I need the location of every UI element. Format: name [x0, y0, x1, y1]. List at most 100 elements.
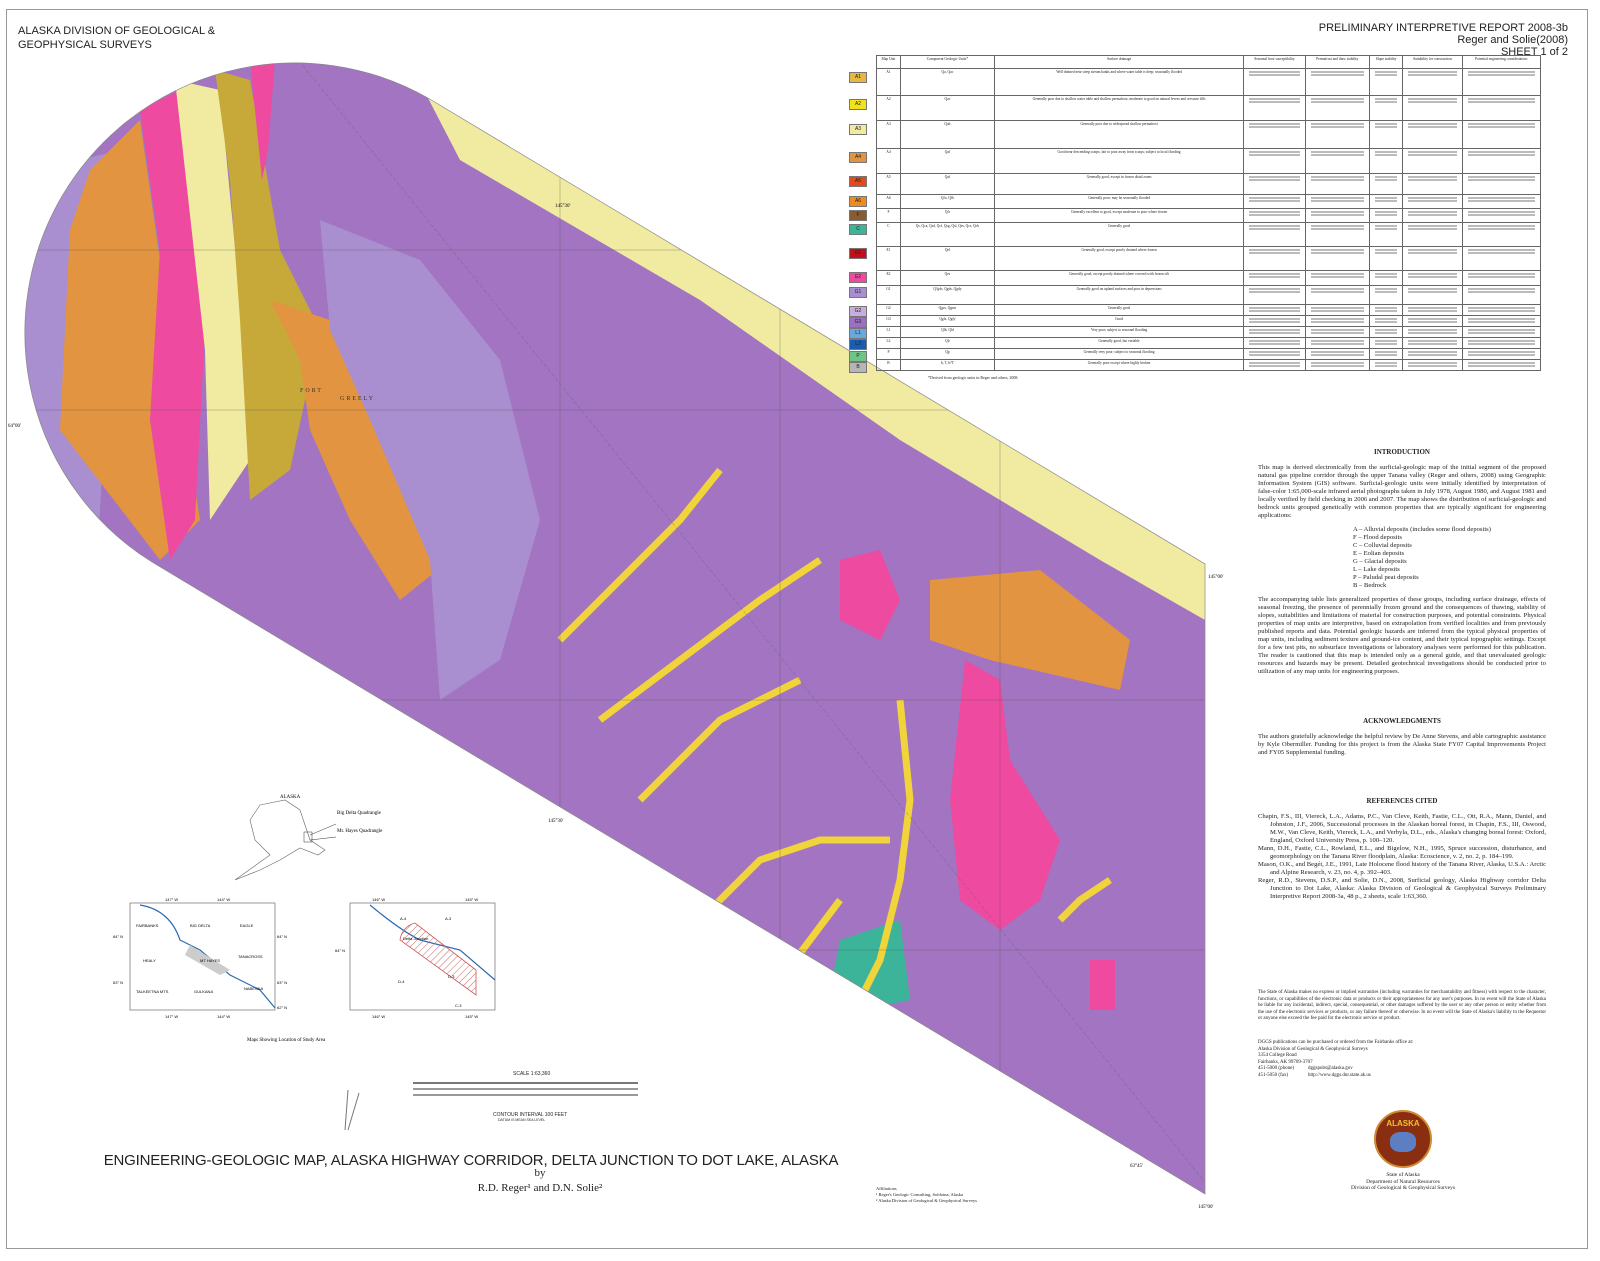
seal-emblem-icon — [1390, 1132, 1416, 1152]
cell-text-lines — [1461, 222, 1542, 247]
location-insets: ALASKA Big Delta Quadrangle Mt. Hayes Qu… — [113, 795, 496, 1043]
agency-name: ALASKA DIVISION OF GEOLOGICAL & GEOPHYSI… — [18, 25, 216, 51]
cell-text-lines — [1304, 285, 1370, 305]
table-header: Surface drainage — [993, 55, 1245, 69]
swatch-e1: E1 — [849, 248, 867, 259]
contour-interval: CONTOUR INTERVAL 100 FEET — [493, 1112, 568, 1118]
cell-text-lines — [1304, 337, 1370, 349]
table-header: Potential engineering considerations — [1461, 55, 1542, 69]
svg-text:145° W: 145° W — [465, 897, 478, 902]
cell-text-lines — [1243, 246, 1306, 271]
cell-components: Qfo, Qfh — [899, 194, 995, 209]
unit-a2-streams — [557, 467, 1112, 1002]
cell-text-lines — [1304, 304, 1370, 316]
cell-text-lines — [1368, 246, 1404, 271]
cell-unit: E1 — [876, 246, 901, 271]
swatch-b: B — [849, 362, 867, 373]
svg-text:145° W: 145° W — [465, 1014, 478, 1019]
cell-text-lines — [1368, 337, 1404, 349]
svg-text:NABESNA: NABESNA — [244, 986, 263, 991]
table-row: L1 Qlb, Qld Very poor; subject to seasonal… — [876, 326, 1542, 338]
unit-e2-blob3 — [1090, 960, 1115, 1010]
table-row: E1 Qel Generally good, except poorly drain… — [876, 246, 1542, 271]
cell-components: Qa, Qac — [899, 68, 995, 96]
svg-text:64° N: 64° N — [277, 934, 287, 939]
cell-unit: A1 — [876, 68, 901, 96]
report-number: PRELIMINARY INTERPRETIVE REPORT 2008-3b — [1318, 22, 1568, 34]
cell-text-lines — [1461, 194, 1542, 209]
website-link[interactable]: http://www.dggs.dnr.state.ak.us — [1308, 1072, 1371, 1078]
svg-text:144° W: 144° W — [217, 1014, 230, 1019]
phone: 451-5000 (phone) — [1258, 1066, 1294, 1071]
cell-text-lines — [1243, 173, 1306, 195]
cell-components: Qac — [899, 95, 995, 121]
intro-paragraph-1: This map is derived electronically from … — [1258, 464, 1546, 519]
cell-text-lines — [1402, 68, 1463, 96]
cell-drainage: Generally good, but variable — [993, 337, 1245, 349]
svg-text:FAIRBANKS: FAIRBANKS — [136, 923, 159, 928]
table-row: A5 Qaf Generally good, except in frozen di… — [876, 173, 1542, 195]
fax: 451-5050 (fax) — [1258, 1072, 1289, 1078]
seal-caption: State of Alaska Department of Natural Re… — [1320, 1172, 1486, 1192]
cell-drainage: Generally good, except poorly drained wh… — [993, 270, 1245, 286]
cell-text-lines — [1243, 194, 1306, 209]
cell-components: Qgrx, Qgmr — [899, 304, 995, 316]
unit-group: E – Eolian deposits — [1353, 550, 1405, 557]
cell-text-lines — [1304, 173, 1370, 195]
svg-text:C-3: C-3 — [455, 1003, 462, 1008]
ordering-info: DGGS publications can be purchased or or… — [1258, 1040, 1546, 1079]
cell-text-lines — [1368, 285, 1404, 305]
title-by: by — [534, 1167, 546, 1179]
cell-text-lines — [1461, 68, 1542, 96]
cell-components: Qlb, Qld — [899, 326, 995, 338]
table-row: G2 Qgrx, Qgmr Generally good — [876, 304, 1542, 316]
svg-text:GULKANA: GULKANA — [194, 989, 213, 994]
north-arrow-icon — [344, 1089, 360, 1131]
cell-text-lines — [1402, 304, 1463, 316]
cell-unit: L1 — [876, 326, 901, 338]
intro-paragraph-2: The accompanying table lists generalized… — [1258, 596, 1546, 675]
svg-text:144° W: 144° W — [217, 897, 230, 902]
email-link[interactable]: dggspubs@alaska.gov — [1308, 1066, 1353, 1071]
cell-text-lines — [1402, 359, 1463, 371]
cell-text-lines — [1243, 337, 1306, 349]
table-row: E2 Qes Generally good, except poorly drain… — [876, 270, 1542, 286]
cell-text-lines — [1402, 337, 1463, 349]
table-row: G1 Q?gds, Qgds, Qgdy Generally good on upl… — [876, 285, 1542, 305]
affiliations-heading: Affiliations — [876, 1186, 897, 1191]
table-row: A3 Qab Generally poor due to widespread sh… — [876, 120, 1542, 149]
svg-text:HEALY: HEALY — [143, 958, 156, 963]
table-row: L2 Qlr Generally good, but variable — [876, 337, 1542, 349]
title-authors: R.D. Reger¹ and D.N. Solie² — [477, 1182, 603, 1194]
unit-group: B – Bedrock — [1353, 582, 1387, 589]
cell-unit: G3 — [876, 315, 901, 327]
table-row: A2 Qac Generally poor due to shallow water… — [876, 95, 1542, 121]
order-line: Alaska Division of Geological & Geophysi… — [1258, 1046, 1368, 1052]
cell-drainage: Generally poor except where highly broke… — [993, 359, 1245, 371]
table-row: G3 Qgfs, Qgfy Good — [876, 315, 1542, 327]
cell-text-lines — [1402, 222, 1463, 247]
swatch-l2: L2 — [849, 339, 867, 350]
cell-text-lines — [1461, 120, 1542, 149]
cell-unit: A5 — [876, 173, 901, 195]
cell-text-lines — [1461, 95, 1542, 121]
cell-components: Qel — [899, 246, 995, 271]
cell-drainage: Generally poor due to shallow water tabl… — [993, 95, 1245, 121]
town-label-greely: GREELY — [340, 396, 375, 402]
unit-group-list: A – Alluvial deposits (includes some flo… — [1258, 526, 1546, 590]
swatch-a4: A4 — [849, 152, 867, 163]
swatch-a6: A6 — [849, 196, 867, 207]
lat-label-6345: 63°45' — [1130, 1164, 1143, 1169]
svg-text:64° N: 64° N — [335, 948, 345, 953]
cell-text-lines — [1368, 120, 1404, 149]
cell-text-lines — [1461, 285, 1542, 305]
unit-group: A – Alluvial deposits (includes some flo… — [1353, 526, 1491, 533]
cell-text-lines — [1368, 315, 1404, 327]
quadrangle-box — [303, 831, 313, 843]
sheet-frame — [6, 9, 1588, 1249]
table-row: F Qfr Generally excellent to good, except … — [876, 208, 1542, 223]
cell-drainage: Generally poor due to widespread shallow… — [993, 120, 1245, 149]
cell-text-lines — [1243, 285, 1306, 305]
alaska-outline — [234, 799, 326, 881]
